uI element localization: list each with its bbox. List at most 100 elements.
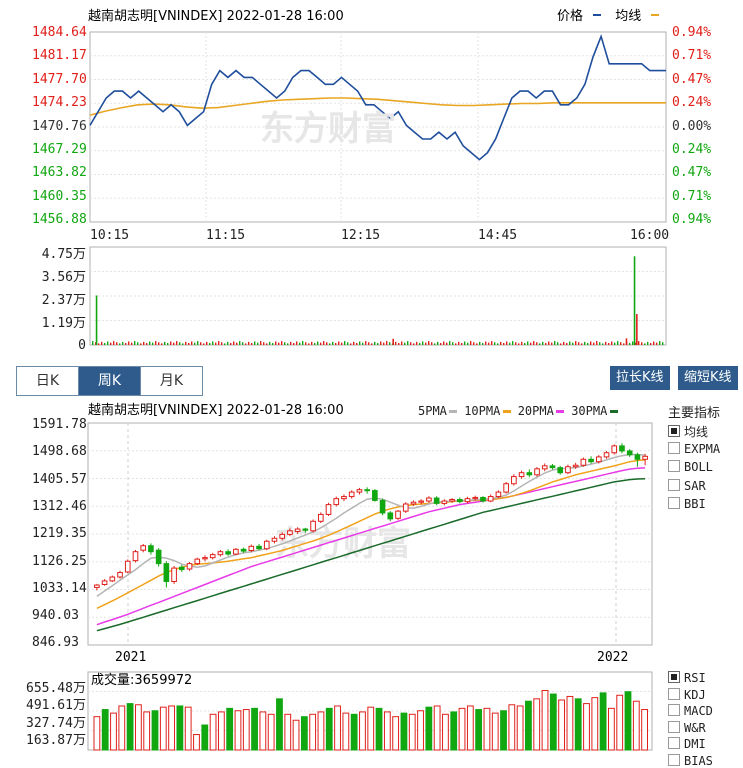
candle xyxy=(186,563,193,570)
candle xyxy=(549,465,556,469)
candle xyxy=(117,572,123,578)
indicator-checkbox[interactable] xyxy=(668,687,680,700)
intraday-volume-bar xyxy=(128,341,130,345)
intraday-volume-bar xyxy=(473,342,475,345)
indicator-checkbox[interactable] xyxy=(668,704,680,716)
indicator-checkbox[interactable] xyxy=(668,425,680,437)
stretch-kline-button[interactable]: 拉长K线 xyxy=(610,366,670,390)
intraday-volume-bar xyxy=(380,341,382,345)
candle xyxy=(310,520,316,532)
kline-volume-bar xyxy=(525,700,532,751)
intraday-volume-bar xyxy=(374,341,376,345)
indicator-checkbox[interactable] xyxy=(668,478,680,491)
candle xyxy=(155,549,162,565)
indicator-checkbox[interactable] xyxy=(668,720,680,733)
intraday-volume-spike xyxy=(633,256,636,345)
kline-volume-bar xyxy=(151,710,159,751)
indicator-checkbox[interactable] xyxy=(668,753,680,766)
intraday-volume-bar xyxy=(479,341,481,345)
kline-y-tick: 1126.25 xyxy=(32,553,87,569)
shrink-kline-button[interactable]: 缩短K线 xyxy=(678,366,738,390)
indicator-checkbox[interactable] xyxy=(668,737,680,749)
kline-volume-bar xyxy=(533,698,541,751)
intraday-volume-bar xyxy=(632,341,634,345)
intraday-volume-tick: 1.19万 xyxy=(41,316,86,331)
tab-week-k[interactable]: 周K xyxy=(79,367,141,395)
intraday-volume-bar xyxy=(185,341,187,345)
kline-volume-bar xyxy=(408,713,416,751)
kline-volume-bar xyxy=(632,700,640,751)
intraday-volume-bar xyxy=(413,343,415,345)
kline-volume-bar xyxy=(541,690,549,751)
intraday-volume-bar xyxy=(305,342,307,345)
intraday-volume-bar xyxy=(353,341,355,345)
indicator-checkbox[interactable] xyxy=(668,497,680,509)
intraday-volume-bar xyxy=(221,342,223,345)
intraday-volume-bar xyxy=(290,341,292,345)
intraday-volume-spike xyxy=(636,314,638,345)
indicator-rsi[interactable]: RSI xyxy=(668,671,706,685)
intraday-volume-bar xyxy=(347,342,349,345)
intraday-volume-bar xyxy=(494,342,496,345)
intraday-pct-tick: 0.47% xyxy=(672,71,712,87)
indicator-checkbox[interactable] xyxy=(668,441,680,454)
intraday-volume-bar xyxy=(401,341,403,345)
intraday-volume-bar xyxy=(533,341,535,345)
indicator-checkbox[interactable] xyxy=(668,460,680,472)
candle xyxy=(441,500,448,504)
intraday-volume-bar xyxy=(446,342,448,345)
candle xyxy=(595,456,602,463)
indicator-expma[interactable]: EXPMA xyxy=(668,441,720,456)
kline-volume-bar xyxy=(184,706,192,751)
legend-avg-label: 均线 xyxy=(615,9,642,24)
intraday-volume-bar xyxy=(656,342,658,345)
tab-month-k[interactable]: 月K xyxy=(141,367,202,395)
indicator-bias[interactable]: BIAS xyxy=(668,753,713,768)
kline-volume-bar xyxy=(549,693,557,751)
intraday-volume-bar xyxy=(545,343,547,345)
intraday-volume-bar xyxy=(560,343,562,345)
indicator-label: BOLL xyxy=(684,460,713,474)
tab-day-k[interactable]: 日K xyxy=(17,367,79,395)
intraday-volume-bar xyxy=(323,341,325,345)
candle xyxy=(356,489,363,493)
indicator-boll[interactable]: BOLL xyxy=(668,460,713,474)
kline-volume-tick: 655.48万 xyxy=(26,681,86,696)
indicator-kdj[interactable]: KDJ xyxy=(668,687,706,702)
candle xyxy=(472,496,479,500)
intraday-volume-bar xyxy=(518,343,520,345)
intraday-volume-bar xyxy=(404,342,406,345)
intraday-volume-tick: 2.37万 xyxy=(41,293,86,308)
kline-volume-bar xyxy=(159,706,167,751)
indicator-label: RSI xyxy=(684,671,706,685)
intraday-title: 越南胡志明[VNINDEX] 2022-01-28 16:00 xyxy=(88,9,344,24)
candle xyxy=(240,548,247,552)
intraday-volume-bar xyxy=(455,343,457,345)
indicator-均线[interactable]: 均线 xyxy=(668,423,708,440)
intraday-volume-bar xyxy=(569,341,571,345)
intraday-pct-tick: 0.71% xyxy=(672,48,712,64)
intraday-volume-bar xyxy=(449,341,451,345)
indicator-w-r[interactable]: W&R xyxy=(668,720,706,735)
intraday-y-tick: 1456.88 xyxy=(32,212,87,228)
intraday-volume-bar xyxy=(92,341,94,345)
intraday-volume-bar xyxy=(425,342,427,345)
kline-volume-bar xyxy=(110,712,117,751)
candle xyxy=(426,497,432,502)
indicator-macd[interactable]: MACD xyxy=(668,704,713,718)
intraday-volume-bar xyxy=(662,342,664,345)
indicator-dmi[interactable]: DMI xyxy=(668,737,706,751)
intraday-pct-tick: 0.00% xyxy=(672,118,712,134)
intraday-volume-bar xyxy=(566,343,568,345)
indicator-checkbox[interactable] xyxy=(668,671,680,683)
indicator-sar[interactable]: SAR xyxy=(668,478,706,493)
intraday-volume-bar xyxy=(278,342,280,345)
intraday-volume-bar xyxy=(488,342,490,345)
kline-volume-bar xyxy=(491,712,499,751)
kline-volume-bar xyxy=(101,709,109,751)
indicator-bbi[interactable]: BBI xyxy=(668,497,706,511)
intraday-pct-tick: 0.94% xyxy=(672,212,712,228)
candle xyxy=(101,580,108,585)
kline-volume-bar xyxy=(226,707,234,751)
candle xyxy=(395,510,401,519)
